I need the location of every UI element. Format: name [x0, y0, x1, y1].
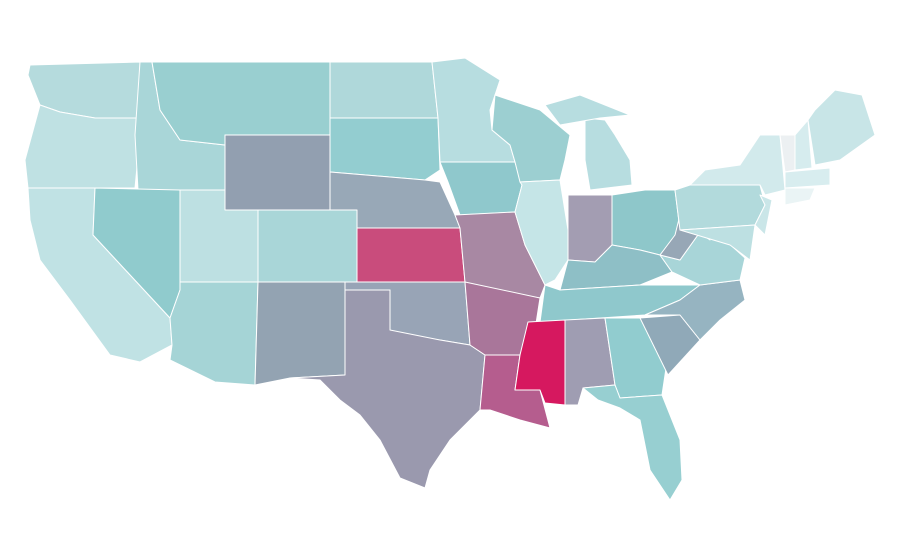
state [514, 179, 569, 286]
state [582, 384, 683, 501]
state [807, 89, 876, 166]
state [544, 94, 631, 126]
state [644, 279, 746, 341]
state [794, 119, 813, 171]
state [784, 187, 816, 206]
state [784, 167, 831, 189]
state [356, 227, 466, 283]
state [151, 61, 331, 146]
state [169, 281, 259, 386]
state [224, 134, 331, 211]
state [754, 194, 773, 236]
state [329, 61, 439, 119]
state [289, 289, 486, 489]
state [329, 117, 441, 181]
state [679, 224, 756, 261]
state [254, 281, 346, 386]
state [674, 184, 766, 231]
state [257, 209, 358, 283]
state [439, 161, 523, 216]
state [584, 117, 633, 191]
